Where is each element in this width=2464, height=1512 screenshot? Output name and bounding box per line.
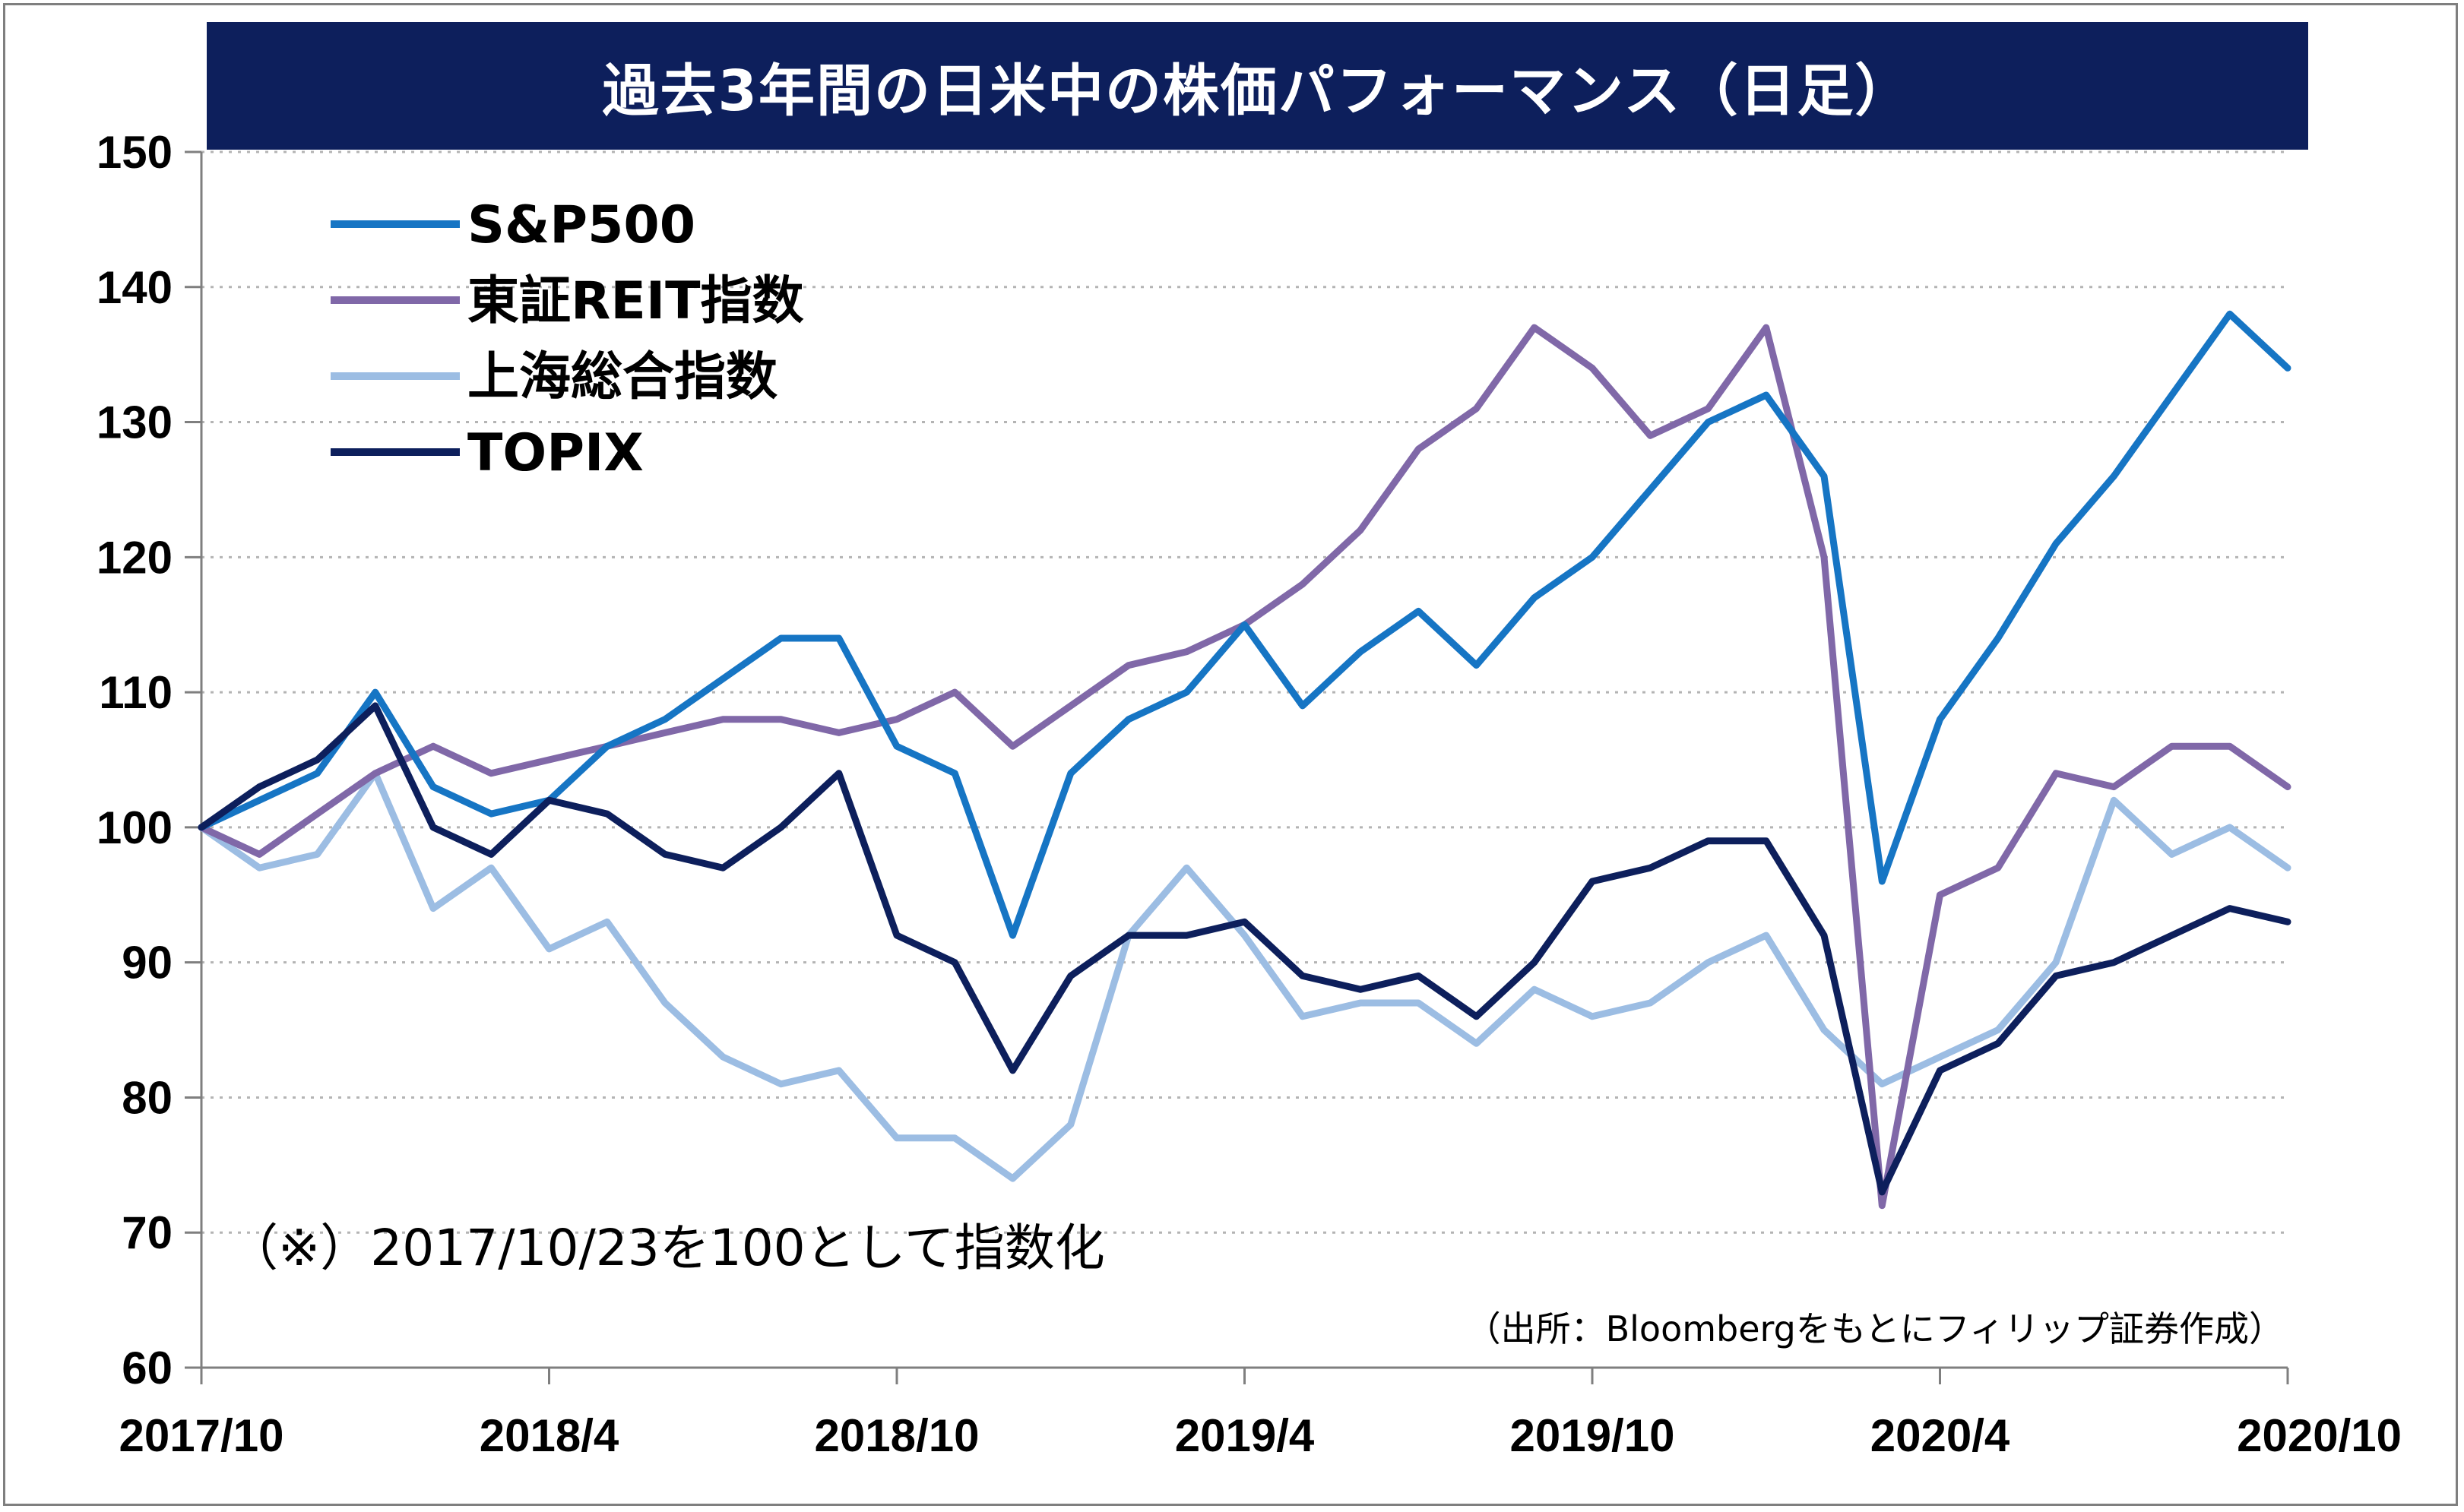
x-tick-label-5: 2020/4 [1870,1410,2010,1461]
y-tick-label-120: 120 [97,532,173,583]
chart-note: （※）2017/10/23を100として指数化 [228,1219,1105,1277]
legend-label-topix: TOPIX [467,423,644,483]
chart-title: 過去3年間の日米中の株価パフォーマンス（日足） [602,58,1913,124]
x-tick-label-0: 2017/10 [119,1410,284,1461]
chart-source: （出所：Bloombergをもとにフィリップ証券作成） [1466,1308,2284,1349]
legend-label-sp500: S&P500 [467,195,695,255]
chart-title-bar: 過去3年間の日米中の株価パフォーマンス（日足） [207,22,2308,150]
y-tick-label-80: 80 [122,1072,173,1123]
series-line-topix [198,702,2291,1196]
x-tick-label-6: 2020/10 [2237,1410,2402,1461]
x-tick-label-2: 2018/10 [815,1410,980,1461]
y-tick-label-140: 140 [97,262,173,313]
y-tick-label-130: 130 [97,397,173,448]
y-tick-labels: 60 70 80 90 100 110 120 130 140 150 [97,127,173,1393]
y-tick-label-150: 150 [97,127,173,178]
x-tick-labels: 2017/10 2018/4 2018/10 2019/4 2019/10 2020/4 2… [119,1410,2402,1461]
legend-label-reit: 東証REIT指数 [467,271,804,331]
x-tick-label-3: 2019/4 [1175,1410,1315,1461]
x-tick-label-4: 2019/10 [1510,1410,1675,1461]
legend-label-shanghai: 上海総合指数 [467,347,778,407]
grid-lines [201,150,2288,1234]
x-tick-label-1: 2018/4 [480,1410,619,1461]
y-tick-label-70: 70 [122,1207,173,1258]
axes [185,150,2289,1384]
y-tick-label-110: 110 [99,667,173,718]
series-line-shanghai [198,770,2291,1182]
y-tick-label-60: 60 [122,1343,173,1393]
y-tick-label-90: 90 [122,938,173,988]
y-tick-label-100: 100 [97,802,173,853]
series-lines [198,310,2291,1210]
